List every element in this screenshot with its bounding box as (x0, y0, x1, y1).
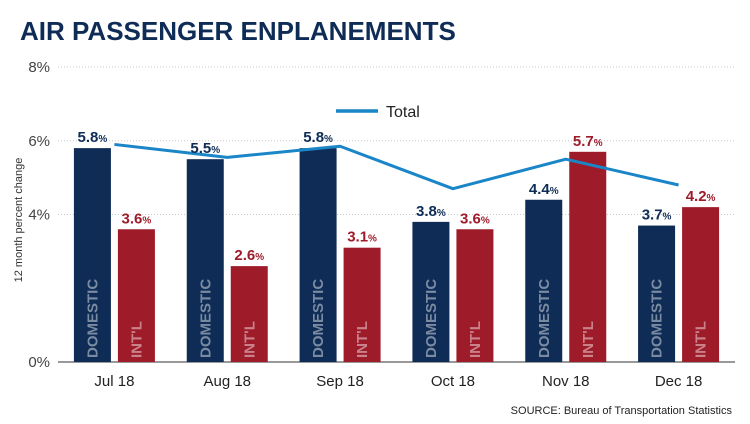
bars: DOMESTIC INT'L DOMESTIC INT'L DOMESTIC INT'L D… (73, 148, 720, 362)
source-note: SOURCE: Bureau of Transportation Statist… (511, 405, 733, 417)
bar-intl (682, 207, 720, 362)
data-label: 4.2% (686, 188, 716, 205)
x-tick-label: Oct 18 (431, 373, 475, 390)
bar-domestic (525, 199, 563, 362)
x-axis-ticks: Jul 18 Aug 18 Sep 18 Oct 18 Nov 18 Dec 18 (94, 373, 702, 390)
bar-series-label: INT'L (128, 321, 145, 358)
bar-series-label: INT'L (580, 321, 597, 358)
bar-intl (343, 247, 381, 362)
bar-series-label: DOMESTIC (536, 279, 553, 358)
bar-series-label: INT'L (354, 321, 371, 358)
y-tick-label: 0% (28, 354, 50, 371)
x-tick-label: Dec 18 (655, 373, 703, 390)
data-label: 3.7% (642, 207, 672, 224)
bar-series-label: DOMESTIC (649, 279, 666, 358)
data-label: 5.7% (573, 133, 603, 150)
data-label: 2.6% (234, 247, 264, 264)
bar-series-label: DOMESTIC (423, 279, 440, 358)
data-labels: 5.8% 3.6% 5.5% 2.6% 5.8% 3.1% 3.8% 3.6% 4.4% 5.7%… (78, 129, 716, 264)
bar-domestic (299, 148, 337, 362)
data-label: 3.6% (460, 210, 490, 227)
bar-domestic (638, 225, 676, 362)
bar-intl (569, 151, 607, 362)
x-tick-label: Jul 18 (94, 373, 134, 390)
bar-intl (230, 266, 268, 362)
y-tick-label: 8% (28, 59, 50, 76)
y-tick-label: 6% (28, 133, 50, 150)
bar-domestic (412, 221, 450, 362)
bar-domestic (186, 159, 224, 362)
bar-series-label: INT'L (693, 321, 710, 358)
bar-series-label: INT'L (241, 321, 258, 358)
bar-intl (117, 229, 155, 362)
data-label: 3.8% (416, 203, 446, 220)
legend: Total (336, 104, 420, 121)
x-tick-label: Sep 18 (316, 373, 364, 390)
legend-total-label: Total (386, 104, 420, 121)
total-line (114, 142, 679, 191)
chart-title: AIR PASSENGER ENPLANEMENTS (20, 16, 456, 46)
x-tick-label: Nov 18 (542, 373, 590, 390)
data-label: 3.6% (122, 210, 152, 227)
bar-intl (456, 229, 494, 362)
y-axis-ticks: 0% 4% 6% 8% (28, 59, 50, 371)
x-tick-label: Aug 18 (203, 373, 251, 390)
data-label: 5.8% (303, 129, 333, 146)
data-label: 5.8% (78, 129, 108, 146)
total-series-line (114, 142, 679, 191)
data-label: 3.1% (347, 229, 377, 246)
bar-series-label: DOMESTIC (310, 279, 327, 358)
bar-series-label: DOMESTIC (84, 279, 101, 358)
y-tick-label: 4% (28, 207, 50, 224)
bar-series-label: INT'L (467, 321, 484, 358)
data-label: 5.5% (190, 140, 220, 157)
data-label: 4.4% (529, 181, 559, 198)
bar-domestic (73, 148, 111, 362)
gridlines (58, 66, 735, 363)
y-axis-label: 12 month percent change (13, 158, 25, 283)
bar-series-label: DOMESTIC (197, 279, 214, 358)
